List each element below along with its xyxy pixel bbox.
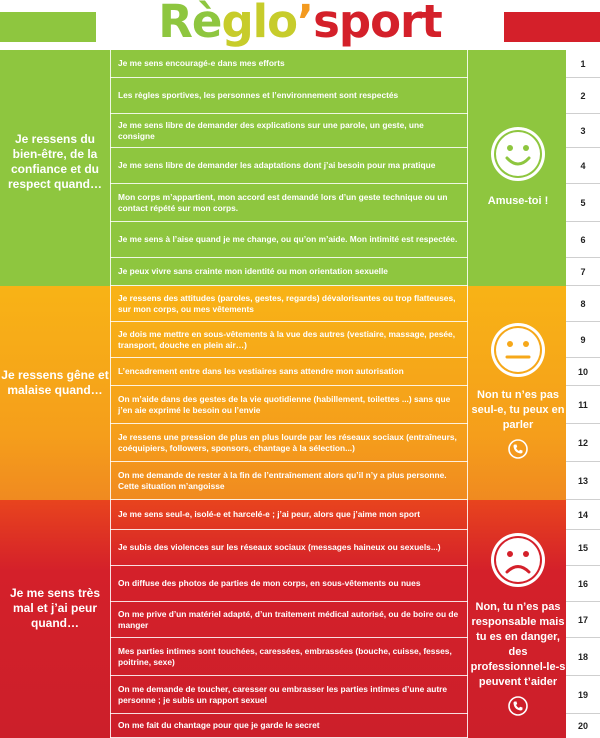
statement-row: Je peux vivre sans crainte mon identité …	[110, 258, 468, 286]
phone-icon	[508, 696, 528, 716]
statement-row: Je dois me mettre en sous-vêtements à la…	[110, 322, 468, 358]
statement-list: Je me sens seul-e, isolé-e et harcelé-e …	[110, 500, 468, 738]
advice-panel: Non tu n’es pas seul-e, tu peux en parle…	[470, 320, 566, 459]
advice-panel: Amuse-toi !	[470, 124, 566, 209]
statement-list: Je me sens encouragé-e dans mes efforts …	[110, 50, 468, 286]
phone-icon	[508, 439, 528, 459]
number-column: 1 2 3 4 5 6 7 8 9 10 11 12 13 14 15 16 1…	[566, 50, 600, 738]
row-number: 15	[566, 530, 600, 566]
statement-row: On m’aide dans des gestes de la vie quot…	[110, 386, 468, 424]
statement-row: Je me sens libre de demander des explica…	[110, 114, 468, 148]
row-number: 13	[566, 462, 600, 500]
statement-row: L’encadrement entre dans les vestiaires …	[110, 358, 468, 386]
row-number: 11	[566, 386, 600, 424]
row-number: 7	[566, 258, 600, 286]
row-number: 2	[566, 78, 600, 114]
smiley-sad-icon	[491, 533, 545, 587]
row-number: 4	[566, 148, 600, 184]
row-number: 8	[566, 286, 600, 322]
section-discomfort: Je ressens gêne et malaise quand… Je res…	[0, 286, 566, 500]
statement-row: On me fait du chantage pour que je garde…	[110, 714, 468, 738]
statement-row: Les règles sportives, les personnes et l…	[110, 78, 468, 114]
row-number: 20	[577, 721, 588, 731]
statement-list: Je ressens des attitudes (paroles, geste…	[110, 286, 468, 500]
section-danger: Je me sens très mal et j’ai peur quand… …	[0, 500, 566, 738]
statement-row: Mon corps m’appartient, mon accord est d…	[110, 184, 468, 222]
row-number: 19	[566, 676, 600, 714]
advice-text: Non, tu n’es pas responsable mais tu es …	[470, 601, 566, 688]
row-number: 1	[566, 50, 600, 78]
row-number: 12	[566, 424, 600, 462]
statement-row: On me demande de toucher, caresser ou em…	[110, 676, 468, 714]
row-number: 10	[566, 358, 600, 386]
statement-row: Je me sens seul-e, isolé-e et harcelé-e …	[110, 500, 468, 530]
advice-text: Amuse-toi !	[487, 195, 549, 207]
title-banner: Règlo’sport	[0, 0, 600, 50]
statement-row: Je ressens des attitudes (paroles, geste…	[110, 286, 468, 322]
section-wellbeing: Je ressens du bien-être, de la confiance…	[0, 50, 566, 286]
row-number: 9	[566, 322, 600, 358]
section-label: Je ressens du bien-être, de la confiance…	[7, 132, 103, 191]
statement-row: Je me sens libre de demander les adaptat…	[110, 148, 468, 184]
row-number: 3	[566, 114, 600, 148]
row-number: 17	[566, 602, 600, 638]
statement-row: Je subis des violences sur les réseaux s…	[110, 530, 468, 566]
statement-row: Je me sens encouragé-e dans mes efforts	[110, 50, 468, 78]
statement-row: On me demande de rester à la fin de l’en…	[110, 462, 468, 500]
row-number: 16	[566, 566, 600, 602]
title-backdrop	[96, 0, 504, 48]
statement-row: Je me sens à l’aise quand je me change, …	[110, 222, 468, 258]
row-number: 18	[566, 638, 600, 676]
row-number: 5	[566, 184, 600, 222]
section-label: Je ressens gêne et malaise quand…	[1, 368, 109, 397]
smiley-happy-icon	[491, 127, 545, 181]
statement-row: Je ressens une pression de plus en plus …	[110, 424, 468, 462]
page-title: Règlo’sport	[158, 0, 442, 48]
advice-text: Non tu n’es pas seul-e, tu peux en parle…	[471, 389, 565, 431]
section-label: Je me sens très mal et j’ai peur quand…	[9, 586, 101, 630]
statement-row: On diffuse des photos de parties de mon …	[110, 566, 468, 602]
statement-row: On me prive d’un matériel adapté, d’un t…	[110, 602, 468, 638]
statement-row: Mes parties intimes sont touchées, cares…	[110, 638, 468, 676]
smiley-neutral-icon	[491, 323, 545, 377]
row-number: 14	[566, 500, 600, 530]
advice-panel: Non, tu n’es pas responsable mais tu es …	[470, 530, 566, 716]
row-number: 6	[566, 222, 600, 258]
